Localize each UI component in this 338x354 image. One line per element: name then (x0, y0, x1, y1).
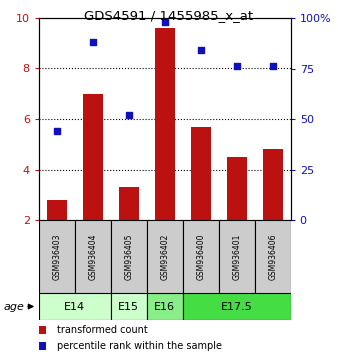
Point (162, 19, 168, 25)
Bar (155, 28, 175, 220)
Text: age: age (3, 302, 24, 312)
Bar (75, 220, 111, 293)
Bar (263, 149, 283, 220)
Bar (183, 293, 291, 320)
Bar (227, 157, 247, 220)
Bar (83, 94, 103, 220)
Bar (219, 220, 255, 293)
Bar (39, 293, 111, 320)
Point (234, 64, 239, 69)
Bar (255, 220, 291, 293)
Point (198, 47, 203, 53)
Bar (111, 293, 147, 320)
Bar (119, 187, 139, 220)
Text: transformed count: transformed count (57, 325, 148, 335)
Bar (111, 220, 147, 293)
Text: E15: E15 (118, 302, 139, 312)
Text: E16: E16 (154, 302, 175, 312)
Point (90, 39, 96, 45)
Bar (47, 200, 67, 220)
Point (126, 112, 131, 118)
Text: GSM936402: GSM936402 (160, 233, 169, 280)
Text: GSM936400: GSM936400 (196, 233, 205, 280)
Bar (147, 293, 183, 320)
Text: GSM936405: GSM936405 (124, 233, 133, 280)
Text: GSM936403: GSM936403 (52, 233, 62, 280)
Point (54, 128, 59, 134)
Text: E14: E14 (64, 302, 86, 312)
Bar (183, 220, 219, 293)
Text: GSM936401: GSM936401 (232, 233, 241, 280)
Text: percentile rank within the sample: percentile rank within the sample (57, 341, 222, 351)
Text: E17.5: E17.5 (221, 302, 252, 312)
Point (270, 64, 275, 69)
Bar (147, 220, 183, 293)
Bar (39, 220, 75, 293)
Text: GSM936406: GSM936406 (268, 233, 277, 280)
Text: GSM936404: GSM936404 (88, 233, 97, 280)
Text: GDS4591 / 1455985_x_at: GDS4591 / 1455985_x_at (84, 9, 254, 22)
Bar (191, 127, 211, 220)
